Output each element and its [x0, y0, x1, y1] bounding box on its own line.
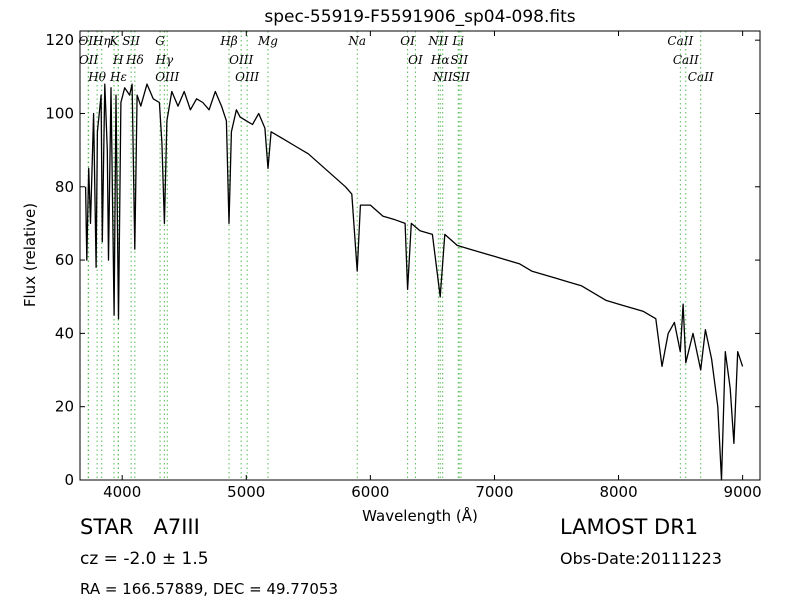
x-tick-label: 5000	[227, 483, 265, 501]
y-axis-label: Flux (relative)	[21, 203, 39, 307]
spectrum-line	[84, 83, 744, 481]
spectral-line-label: Hε	[109, 70, 127, 84]
spectral-line-label: K	[109, 34, 120, 48]
spectral-line-label: OII	[79, 53, 99, 67]
y-tick-label: 20	[55, 398, 74, 416]
spectral-line-label: NII	[432, 70, 453, 84]
chart-title: spec-55919-F5591906_sp04-098.fits	[264, 7, 575, 27]
spectral-line-label: SII	[450, 53, 468, 67]
spectral-line-label: OIII	[155, 70, 179, 84]
redshift: cz = -2.0 ± 1.5	[80, 549, 209, 569]
spectral-line-label: NII	[427, 34, 448, 48]
spectral-line-label: SII	[452, 70, 470, 84]
obs-date: Obs-Date:20111223	[560, 549, 722, 568]
x-axis-label: Wavelength (Å)	[362, 506, 478, 525]
spectral-line-label: Hγ	[155, 53, 174, 67]
x-tick-label: 8000	[599, 483, 637, 501]
spectral-line-label: CaII	[688, 70, 714, 84]
spectral-line-label: OIII	[229, 53, 253, 67]
object-class: STAR A7III	[80, 515, 200, 539]
y-tick-label: 80	[55, 178, 74, 196]
y-tick-label: 40	[55, 324, 74, 342]
x-tick-label: 7000	[475, 483, 513, 501]
spectral-line-label: CaII	[667, 34, 693, 48]
spectral-line-label: Hθ	[87, 70, 106, 84]
y-tick-label: 60	[55, 251, 74, 269]
y-tick-label: 0	[64, 471, 74, 489]
spectral-line-label: G	[155, 34, 165, 48]
spectral-line-label: SII	[122, 34, 140, 48]
spectral-line-label: Hα	[430, 53, 450, 67]
x-tick-label: 6000	[351, 483, 389, 501]
spectral-line-label: Mg	[257, 34, 278, 48]
y-tick-label: 120	[45, 31, 74, 49]
survey: LAMOST DR1	[560, 515, 698, 539]
spectral-line-label: Hδ	[125, 53, 144, 67]
spectral-line-label: OIII	[235, 70, 259, 84]
spectral-line-label: Hβ	[219, 34, 237, 48]
spectral-line-label: CaII	[673, 53, 699, 67]
spectral-line-label: OI	[408, 53, 423, 67]
spectral-line-label: OI	[400, 34, 415, 48]
spectral-line-label: Na	[347, 34, 366, 48]
y-tick-label: 100	[45, 104, 74, 122]
x-tick-label: 4000	[103, 483, 141, 501]
coordinates: RA = 166.57889, DEC = 49.77053	[80, 580, 338, 598]
spectral-line-label: H	[112, 53, 124, 67]
spectral-line-label: Li	[451, 34, 464, 48]
spectral-line-label: Hη	[92, 34, 111, 48]
plot-frame	[79, 30, 761, 481]
x-tick-label: 9000	[724, 483, 762, 501]
